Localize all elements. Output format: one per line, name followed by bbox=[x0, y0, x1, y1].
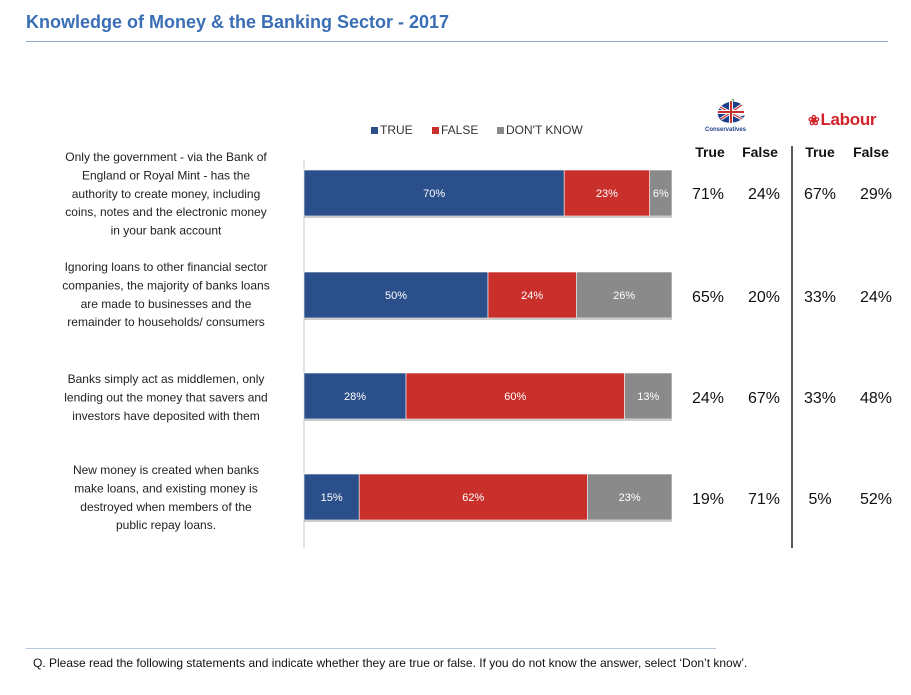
bar-segment-dontknow bbox=[624, 372, 673, 420]
category-label-line: Ignoring loans to other financial sector bbox=[65, 260, 268, 274]
bar-segment-true bbox=[303, 372, 407, 420]
survey-question: Q. Please read the following statements … bbox=[33, 656, 748, 670]
bar-shadow bbox=[304, 216, 672, 218]
labour-false-value: 29% bbox=[860, 186, 892, 203]
category-label-line: destroyed when members of the bbox=[80, 500, 252, 514]
bar-data-label: 50% bbox=[385, 290, 407, 302]
bar-data-label: 24% bbox=[521, 290, 543, 302]
category-label-line: are made to businesses and the bbox=[81, 297, 252, 311]
bar-segment-false bbox=[487, 271, 577, 319]
category-label-line: make loans, and existing money is bbox=[74, 481, 257, 495]
legend-swatch-0 bbox=[371, 127, 378, 134]
bar-data-label: 70% bbox=[423, 188, 445, 200]
labour-col-false: False bbox=[853, 144, 889, 160]
category-label-line: lending out the money that savers and bbox=[64, 390, 267, 404]
bar-data-label: 28% bbox=[344, 391, 366, 403]
category-label-line: public repay loans. bbox=[116, 518, 216, 532]
legend-label-1: FALSE bbox=[441, 123, 478, 137]
category-label-line: Banks simply act as middlemen, only bbox=[68, 372, 265, 386]
labour-true-value: 67% bbox=[804, 186, 836, 203]
legend-swatch-1 bbox=[432, 127, 439, 134]
bar-shadow bbox=[304, 318, 672, 320]
category-label-line: in your bank account bbox=[111, 224, 222, 238]
conservatives-true-value: 24% bbox=[692, 390, 724, 407]
conservatives-logo-text: Conservatives bbox=[705, 127, 747, 133]
bar-shadow bbox=[304, 520, 672, 522]
conservatives-true-value: 65% bbox=[692, 289, 724, 306]
legend-label-2: DON'T KNOW bbox=[506, 123, 583, 137]
conservatives-true-value: 71% bbox=[692, 186, 724, 203]
page-title: Knowledge of Money & the Banking Sector … bbox=[26, 12, 450, 32]
conservatives-false-value: 24% bbox=[748, 186, 780, 203]
bar-segment-dontknow bbox=[576, 271, 673, 319]
category-label-line: New money is created when banks bbox=[73, 463, 259, 477]
bar-segment-true bbox=[303, 271, 489, 319]
labour-false-value: 24% bbox=[860, 289, 892, 306]
bar-shadow bbox=[304, 419, 672, 421]
labour-false-value: 48% bbox=[860, 390, 892, 407]
conservatives-false-value: 71% bbox=[748, 491, 780, 508]
labour-logo: ❀Labour bbox=[808, 110, 877, 130]
labour-false-value: 52% bbox=[860, 491, 892, 508]
conservatives-false-value: 67% bbox=[748, 390, 780, 407]
bar-data-label: 62% bbox=[462, 492, 484, 504]
bar-data-label: 60% bbox=[504, 391, 526, 403]
conservatives-true-value: 19% bbox=[692, 491, 724, 508]
conservatives-col-false: False bbox=[742, 144, 778, 160]
labour-true-value: 33% bbox=[804, 390, 836, 407]
labour-logo-text: Labour bbox=[820, 110, 877, 129]
bar-data-label: 23% bbox=[596, 188, 618, 200]
bar-segment-false bbox=[358, 473, 588, 521]
bar-data-label: 23% bbox=[619, 492, 641, 504]
category-label-line: remainder to households/ consumers bbox=[67, 315, 264, 329]
bar-data-label: 15% bbox=[321, 492, 343, 504]
bar-segment-false bbox=[563, 169, 650, 217]
bar-data-label: 26% bbox=[613, 290, 635, 302]
bar-segment-dontknow bbox=[587, 473, 673, 521]
labour-true-value: 5% bbox=[808, 491, 831, 508]
bar-data-label: 13% bbox=[637, 391, 659, 403]
legend-swatch-2 bbox=[497, 127, 504, 134]
labour-col-true: True bbox=[805, 144, 835, 160]
category-label-line: authority to create money, including bbox=[72, 187, 261, 201]
bar-segment-false bbox=[405, 372, 625, 420]
conservatives-false-value: 20% bbox=[748, 289, 780, 306]
category-label-line: Only the government - via the Bank of bbox=[65, 150, 267, 164]
category-label-line: England or Royal Mint - has the bbox=[82, 168, 250, 182]
legend-label-0: TRUE bbox=[380, 123, 413, 137]
labour-true-value: 33% bbox=[804, 289, 836, 306]
rose-icon: ❀ bbox=[808, 112, 820, 128]
category-label-line: coins, notes and the electronic money bbox=[65, 205, 266, 219]
question-divider bbox=[26, 648, 716, 649]
title-divider bbox=[26, 41, 888, 42]
category-label-line: investors have deposited with them bbox=[72, 409, 259, 423]
bar-data-label: 6% bbox=[653, 188, 669, 200]
conservatives-col-true: True bbox=[695, 144, 725, 160]
bar-segment-true bbox=[303, 169, 565, 217]
conservatives-logo-icon bbox=[717, 98, 745, 123]
category-label-line: companies, the majority of banks loans bbox=[62, 278, 269, 292]
